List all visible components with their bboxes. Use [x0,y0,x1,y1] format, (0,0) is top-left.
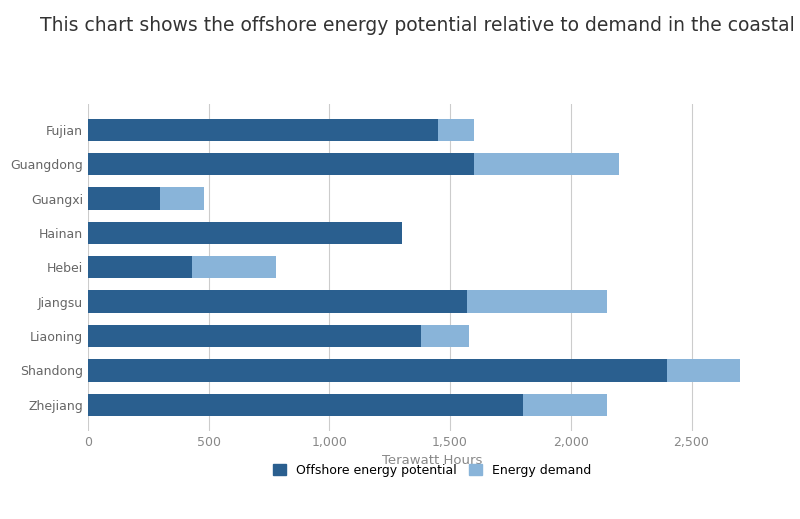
Bar [88,222,402,244]
Bar [88,325,470,347]
Bar [88,187,204,210]
Bar [88,187,161,210]
Bar [88,119,474,141]
Bar [88,153,474,175]
Bar [88,222,402,244]
Bar [88,359,667,381]
Bar [88,393,607,416]
Bar [88,256,192,279]
X-axis label: Terawatt Hours: Terawatt Hours [382,454,482,467]
Bar [88,325,421,347]
Bar [88,153,619,175]
Bar [88,256,276,279]
Bar [88,291,607,313]
Bar [88,359,740,381]
Bar [88,119,438,141]
Legend: Offshore energy potential, Energy demand: Offshore energy potential, Energy demand [267,458,597,483]
Bar [88,291,467,313]
Text: This chart shows the offshore energy potential relative to demand in the coastal: This chart shows the offshore energy pot… [40,16,800,35]
Bar [88,393,522,416]
